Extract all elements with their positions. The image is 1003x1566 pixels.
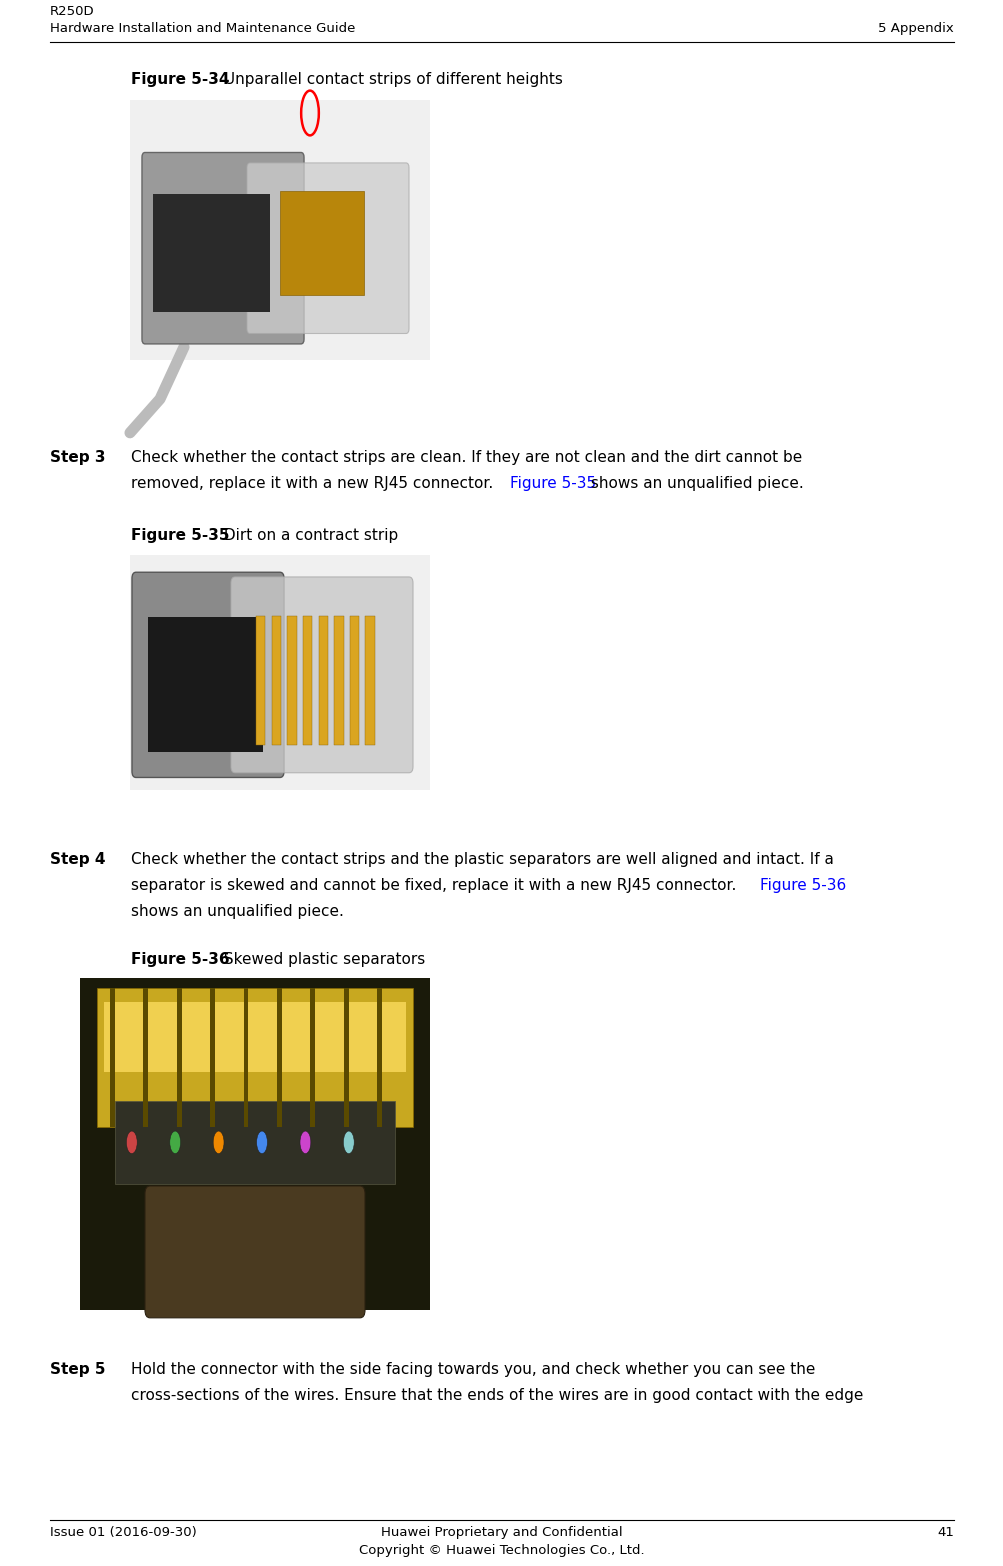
Text: Step 3: Step 3 <box>50 449 105 465</box>
Bar <box>210 988 215 1128</box>
Text: Figure 5-35: Figure 5-35 <box>130 528 229 543</box>
Text: Issue 01 (2016-09-30): Issue 01 (2016-09-30) <box>50 1525 197 1539</box>
Bar <box>318 615 328 744</box>
Bar <box>349 615 359 744</box>
Bar <box>256 615 265 744</box>
Ellipse shape <box>257 1131 267 1154</box>
Text: Check whether the contact strips and the plastic separators are well aligned and: Check whether the contact strips and the… <box>130 852 832 868</box>
Text: cross-sections of the wires. Ensure that the ends of the wires are in good conta: cross-sections of the wires. Ensure that… <box>130 1387 862 1403</box>
Bar <box>365 615 375 744</box>
Text: Step 5: Step 5 <box>50 1362 105 1377</box>
Bar <box>115 1101 394 1184</box>
Ellipse shape <box>170 1131 181 1154</box>
Ellipse shape <box>343 1131 354 1154</box>
Text: Check whether the contact strips are clean. If they are not clean and the dirt c: Check whether the contact strips are cle… <box>130 449 801 465</box>
Bar <box>271 615 281 744</box>
Bar <box>129 100 429 360</box>
Text: 41: 41 <box>936 1525 953 1539</box>
Bar <box>343 988 348 1128</box>
Text: 5 Appendix: 5 Appendix <box>878 22 953 34</box>
Text: Dirt on a contract strip: Dirt on a contract strip <box>219 528 398 543</box>
Bar <box>280 191 364 294</box>
Text: R250D: R250D <box>50 5 94 17</box>
Bar <box>152 194 270 312</box>
Text: Figure 5-36: Figure 5-36 <box>130 952 229 966</box>
Bar <box>103 1002 406 1071</box>
Bar <box>244 988 248 1128</box>
Text: Copyright © Huawei Technologies Co., Ltd.: Copyright © Huawei Technologies Co., Ltd… <box>359 1544 644 1557</box>
Bar <box>110 988 114 1128</box>
Ellipse shape <box>213 1131 224 1154</box>
Bar <box>287 615 297 744</box>
FancyBboxPatch shape <box>141 152 304 345</box>
Text: Figure 5-35: Figure 5-35 <box>510 476 596 492</box>
Text: shows an unqualified piece.: shows an unqualified piece. <box>586 476 803 492</box>
Bar <box>129 554 429 789</box>
Bar <box>334 615 343 744</box>
Bar <box>143 988 148 1128</box>
Text: Hold the connector with the side facing towards you, and check whether you can s: Hold the connector with the side facing … <box>130 1362 814 1377</box>
Bar <box>377 988 381 1128</box>
Bar <box>303 615 312 744</box>
Bar <box>80 979 429 1311</box>
Text: Figure 5-36: Figure 5-36 <box>759 879 846 893</box>
FancyBboxPatch shape <box>231 576 412 772</box>
Bar <box>310 988 315 1128</box>
FancyBboxPatch shape <box>247 163 408 334</box>
Text: separator is skewed and cannot be fixed, replace it with a new RJ45 connector.: separator is skewed and cannot be fixed,… <box>130 879 740 893</box>
Text: Huawei Proprietary and Confidential: Huawei Proprietary and Confidential <box>381 1525 622 1539</box>
FancyBboxPatch shape <box>131 572 284 777</box>
Bar <box>147 617 263 752</box>
Text: shows an unqualified piece.: shows an unqualified piece. <box>130 904 343 919</box>
Text: Skewed plastic separators: Skewed plastic separators <box>219 952 424 966</box>
Text: Step 4: Step 4 <box>50 852 105 868</box>
Ellipse shape <box>126 1131 137 1154</box>
Text: removed, replace it with a new RJ45 connector.: removed, replace it with a new RJ45 conn… <box>130 476 497 492</box>
Bar <box>177 988 182 1128</box>
Bar <box>97 988 412 1128</box>
Bar <box>277 988 282 1128</box>
Text: Figure 5-34: Figure 5-34 <box>130 72 229 88</box>
FancyBboxPatch shape <box>144 1185 365 1319</box>
Text: Hardware Installation and Maintenance Guide: Hardware Installation and Maintenance Gu… <box>50 22 355 34</box>
Text: Unparallel contact strips of different heights: Unparallel contact strips of different h… <box>219 72 563 88</box>
Ellipse shape <box>300 1131 311 1154</box>
